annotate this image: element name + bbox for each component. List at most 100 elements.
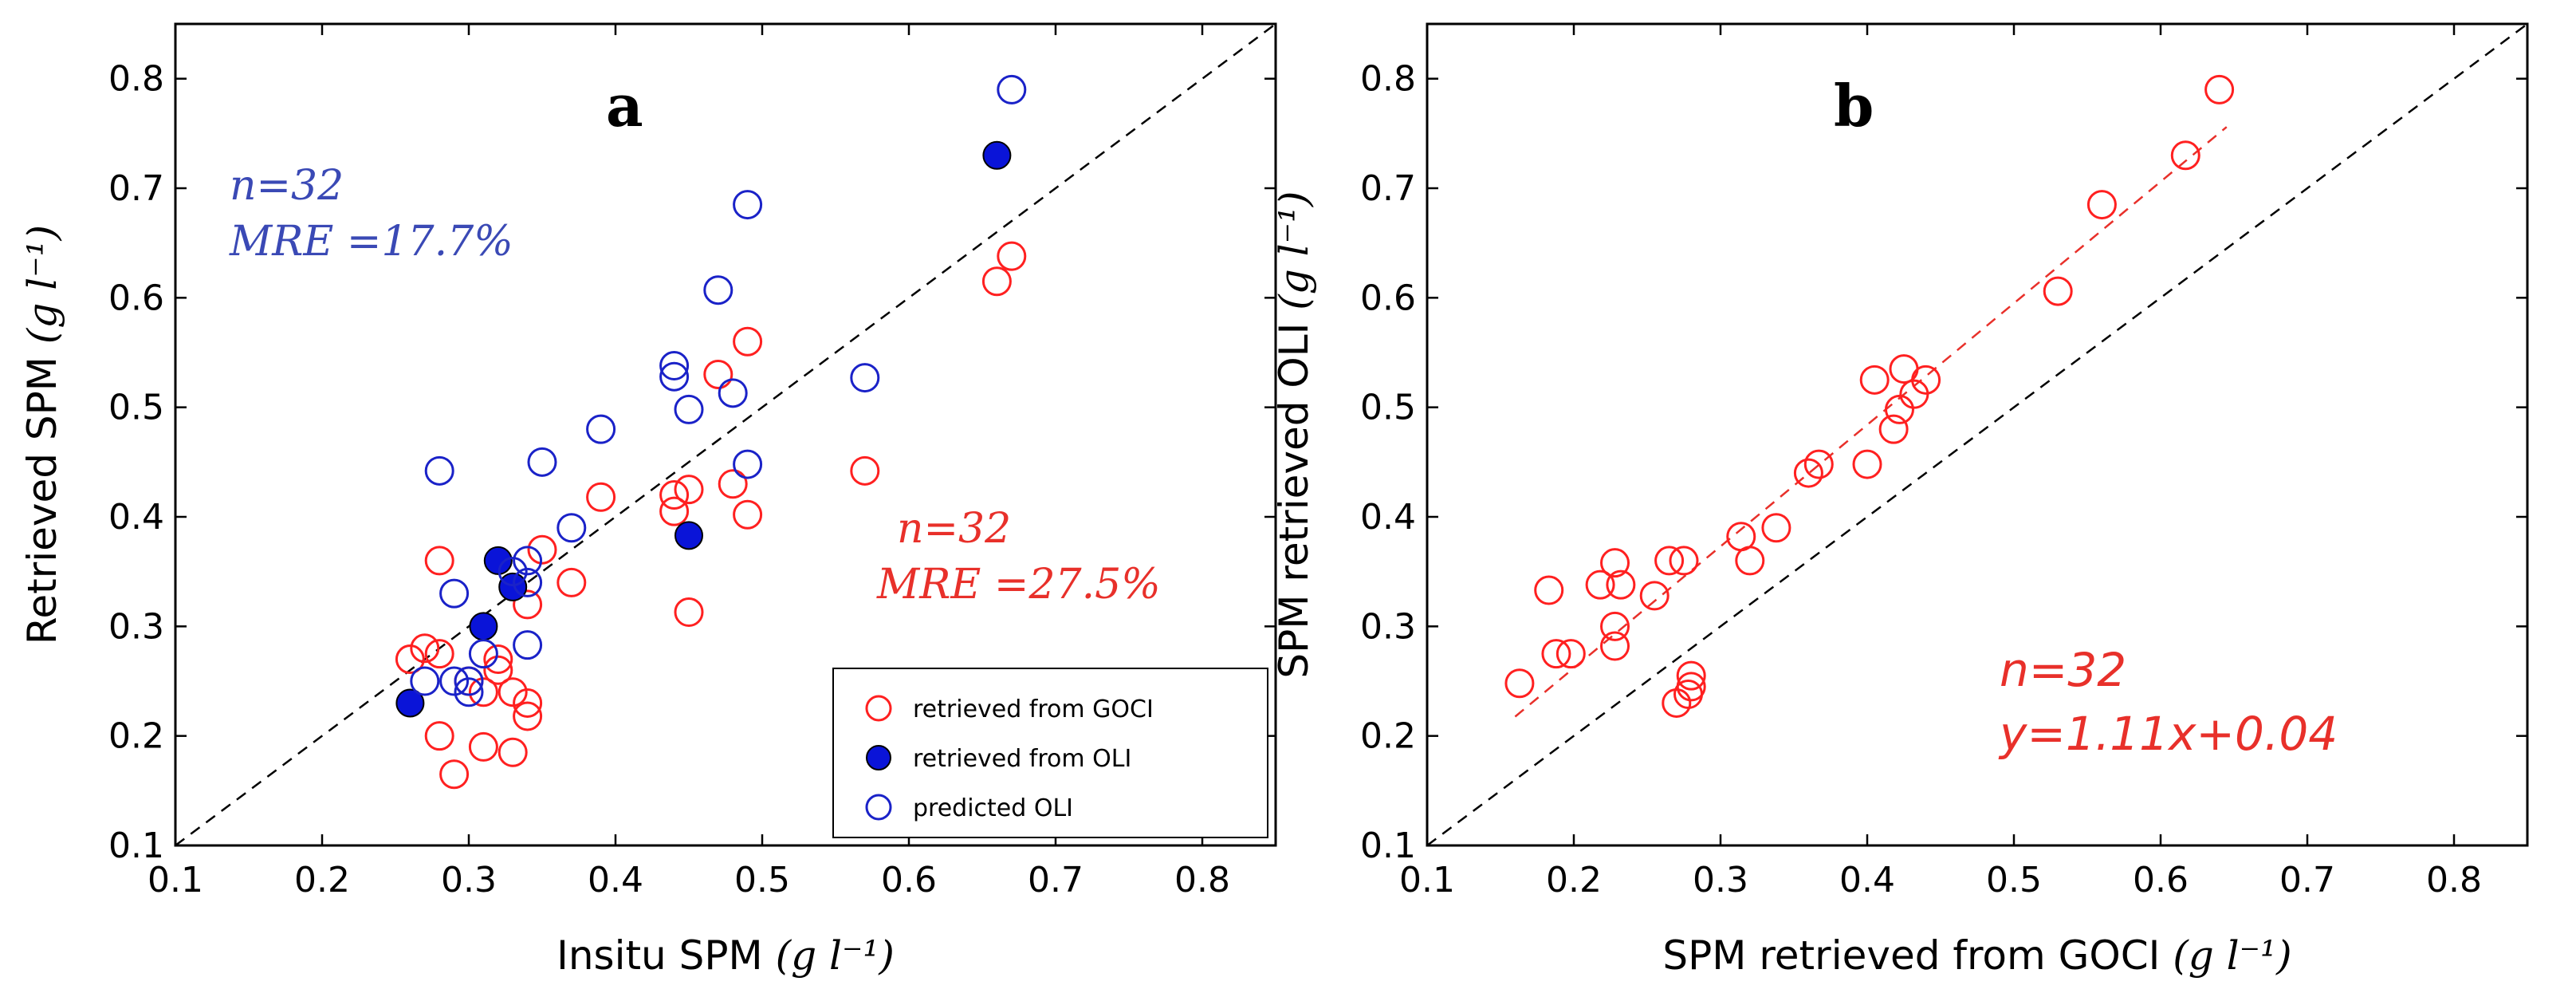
scatter-point: [850, 455, 880, 486]
annotation-equation-b: y=1.11x+0.04: [1998, 707, 2338, 761]
y-tick-label: 0.7: [1360, 168, 1416, 209]
y-tick-label: 0.7: [108, 168, 164, 209]
scatter-point: [1600, 611, 1630, 641]
scatter-point: [1504, 668, 1535, 699]
scatter-point: [395, 644, 425, 675]
scatter-point: [981, 266, 1012, 297]
ticks-b: 0.1 0.2 0.3 0.4 0.5 0.6 0.7 0.8 0.1 0.2 0.3 0.4 0.5 0…: [1360, 24, 2527, 900]
y-axis-label-b: SPM retrieved OLI (g l⁻¹): [1271, 191, 1317, 678]
scatter-point: [2086, 190, 2117, 220]
y-tick-label: 0.5: [1360, 388, 1416, 428]
scatter-point: [1852, 449, 1882, 479]
scatter-point: [439, 578, 470, 609]
y-tick-label: 0.8: [1360, 59, 1416, 100]
y-tick-label: 0.5: [108, 388, 164, 428]
legend-label-predicted: predicted OLI: [913, 794, 1073, 822]
scatter-point: [424, 639, 454, 669]
scatter-point: [703, 359, 733, 389]
scatter-point: [1541, 639, 1571, 669]
scatter-point: [395, 688, 425, 718]
annotation-mre-blue: MRE =17.7%: [229, 218, 513, 266]
scatter-point: [1676, 660, 1706, 691]
y-axis-label-a: Retrieved SPM (g l⁻¹): [19, 225, 65, 644]
scatter-point: [674, 394, 704, 424]
x-tick-label: 0.5: [1986, 860, 2042, 900]
scatter-point: [1555, 639, 1586, 669]
scatter-point: [659, 480, 690, 510]
scatter-point: [1878, 414, 1909, 444]
scatter-point: [1606, 569, 1636, 600]
scatter-point: [1761, 513, 1791, 543]
x-tick-label: 0.6: [881, 860, 937, 900]
x-tick-label: 0.2: [294, 860, 350, 900]
scatter-point: [733, 449, 763, 479]
scatter-point: [1884, 394, 1914, 424]
y-tick-label: 0.2: [1360, 716, 1416, 757]
annotation-mre-red: MRE =27.5%: [876, 561, 1161, 609]
legend-a: retrieved from GOCI retrieved from OLI p…: [832, 668, 1268, 838]
points-a: [395, 74, 1027, 790]
scatter-point: [1585, 569, 1615, 600]
y-tick-label: 0.4: [1360, 497, 1416, 538]
scatter-point: [1803, 449, 1834, 479]
x-tick-label: 0.1: [1399, 860, 1455, 900]
scatter-point: [586, 414, 616, 444]
scatter-point: [410, 666, 440, 696]
scatter-point: [513, 567, 543, 597]
x-tick-label: 0.7: [2279, 860, 2335, 900]
scatter-point: [733, 499, 763, 530]
scatter-point: [454, 666, 484, 696]
legend-marker-predicted: [865, 794, 892, 821]
panel-label-b: b: [1834, 72, 1874, 140]
scatter-point: [454, 677, 484, 707]
scatter-point: [1669, 546, 1699, 576]
y-tick-label: 0.3: [108, 606, 164, 647]
scatter-point: [997, 74, 1027, 104]
scatter-point: [1600, 631, 1630, 661]
y-tick-label: 0.2: [108, 716, 164, 757]
y-tick-label: 0.1: [108, 826, 164, 866]
scatter-point: [468, 677, 498, 707]
y-tick-label: 0.8: [108, 59, 164, 100]
scatter-point: [424, 546, 454, 576]
scatter-point: [498, 572, 528, 601]
annotation-n-red: n=32: [897, 505, 1011, 553]
scatter-point: [733, 190, 763, 220]
x-tick-label: 0.5: [734, 860, 790, 900]
legend-marker-oli: [866, 745, 891, 770]
x-tick-label: 0.2: [1546, 860, 1602, 900]
x-tick-label: 0.4: [588, 860, 643, 900]
scatter-point: [527, 447, 557, 477]
x-tick-label: 0.3: [441, 860, 497, 900]
scatter-point: [733, 326, 763, 357]
scatter-point: [1654, 546, 1685, 576]
annotation-n-b: n=32: [2000, 643, 2126, 697]
scatter-point: [469, 612, 498, 641]
scatter-point: [556, 513, 587, 543]
scatter-point: [718, 469, 748, 499]
scatter-point: [513, 630, 543, 660]
panel-b: 0.1 0.2 0.3 0.4 0.5 0.6 0.7 0.8 0.1 0.2 0.3 0.4 0.5 0…: [1271, 22, 2529, 979]
x-axis-label-a: Insitu SPM (g l⁻¹): [556, 932, 895, 979]
scatter-point: [2043, 276, 2073, 306]
scatter-point: [718, 378, 748, 408]
scatter-point: [424, 455, 454, 486]
scatter-point: [498, 677, 528, 707]
scatter-point: [659, 496, 690, 526]
y-tick-label: 0.3: [1360, 606, 1416, 647]
x-tick-label: 0.8: [1174, 860, 1230, 900]
scatter-point: [1911, 365, 1941, 395]
panel-label-a: a: [606, 72, 643, 140]
scatter-point: [439, 666, 470, 696]
scatter-point: [586, 482, 616, 512]
legend-box: [832, 668, 1268, 838]
scatter-point: [1676, 672, 1706, 702]
x-tick-label: 0.6: [2133, 860, 2189, 900]
scatter-point: [1534, 575, 1564, 605]
plot-frame-b: [1426, 22, 2529, 847]
legend-label-goci: retrieved from GOCI: [913, 696, 1154, 723]
scatter-point: [850, 363, 880, 393]
scatter-point: [997, 241, 1027, 271]
scatter-point: [2170, 140, 2200, 171]
scatter-point: [659, 350, 690, 380]
